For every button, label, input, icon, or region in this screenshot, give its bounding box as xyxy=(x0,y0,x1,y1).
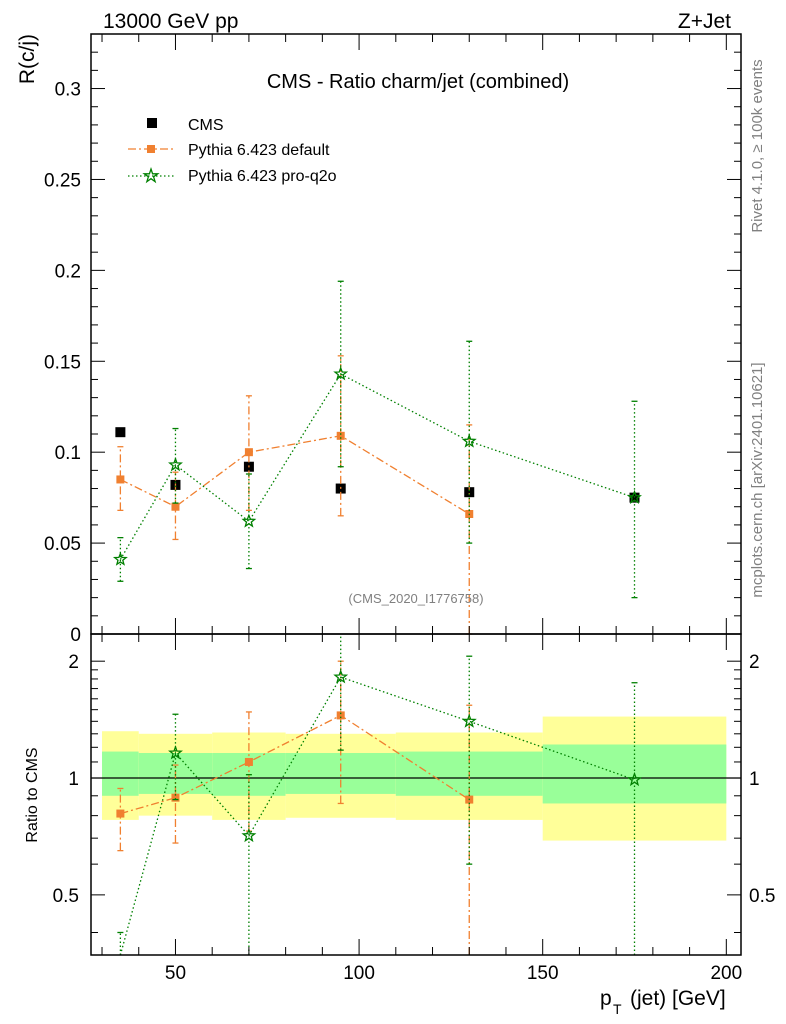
rivet-version-text: Rivet 4.1.0, ≥ 100k events xyxy=(749,59,766,232)
xtick-label: 100 xyxy=(343,963,375,984)
legend-marker-cms xyxy=(147,118,157,128)
point-proq2o xyxy=(241,513,257,528)
ratio-point-proq2o xyxy=(627,771,642,787)
point-proq2o xyxy=(627,489,642,504)
legend-marker-default xyxy=(147,145,155,153)
ratio-point-proq2o xyxy=(241,827,257,843)
ratio-point-default xyxy=(171,793,180,802)
ratio-ytick-label: 2 xyxy=(68,652,79,673)
mcplots-text: mcplots.cern.ch [arXiv:2401.10621] xyxy=(749,362,766,597)
legend-marker-proq2o xyxy=(142,166,160,184)
svg-text:(jet) [GeV]: (jet) [GeV] xyxy=(630,987,726,1010)
legend-label-proq2o: Pythia 6.423 pro-q2o xyxy=(188,168,337,185)
ratio-point-proq2o xyxy=(333,669,349,684)
ratio-point-default xyxy=(336,711,345,720)
main-ytick-label: 0 xyxy=(70,625,81,646)
point-cms xyxy=(115,427,126,438)
line-proq2o xyxy=(119,373,635,560)
ratio-bands-layer xyxy=(91,716,741,841)
svg-text:p: p xyxy=(600,987,612,1010)
main-ytick-label: 0.05 xyxy=(44,534,81,555)
series-proq2o xyxy=(112,280,642,599)
ratio-ytick-label-right: 0.5 xyxy=(749,886,775,907)
watermark-label: (CMS_2020_I1776758) xyxy=(348,591,483,606)
header-right: Z+Jet xyxy=(678,10,731,33)
xtick-label: 150 xyxy=(527,963,559,984)
main-axis-ticks: 0 0.05 0.1 0.15 0.2 0.25 0.3 xyxy=(44,34,741,646)
main-ytick-label: 0.25 xyxy=(44,170,81,191)
y-axis-label-main: R(c/j) xyxy=(16,34,39,84)
ratio-line-proq2o xyxy=(119,676,635,956)
main-ytick-label: 0.1 xyxy=(55,443,81,464)
point-default xyxy=(336,431,345,440)
legend-label-cms: CMS xyxy=(188,117,224,134)
xtick-label: 50 xyxy=(165,963,186,984)
point-default xyxy=(244,448,253,457)
header-left: 13000 GeV pp xyxy=(103,10,238,33)
ratio-line-default xyxy=(120,714,470,815)
main-ytick-label: 0.3 xyxy=(55,80,81,101)
legend-label-default: Pythia 6.423 default xyxy=(188,142,330,159)
ratio-point-proq2o xyxy=(168,745,183,760)
ratio-point-default xyxy=(244,757,253,766)
ratio-point-default xyxy=(116,809,125,818)
point-default xyxy=(171,502,180,511)
point-proq2o xyxy=(112,551,128,566)
ratio-series-proq2o xyxy=(117,634,642,956)
ratio-ytick-label: 1 xyxy=(68,769,79,790)
point-proq2o xyxy=(461,433,477,448)
ratio-ytick-label: 0.5 xyxy=(53,886,79,907)
ratio-series-layer xyxy=(116,634,642,956)
ratio-frame xyxy=(90,633,742,956)
svg-text:T: T xyxy=(613,1001,622,1017)
point-default xyxy=(116,475,125,484)
x-axis-label: p T (jet) [GeV] xyxy=(600,987,726,1017)
main-ytick-label: 0.15 xyxy=(44,352,81,373)
main-ytick-label: 0.2 xyxy=(55,261,81,282)
ratio-ytick-label-right: 1 xyxy=(749,769,760,790)
legend: CMS Pythia 6.423 default Pythia 6.423 pr… xyxy=(128,117,337,185)
main-series-layer xyxy=(112,280,642,635)
point-proq2o xyxy=(333,366,349,381)
y-axis-label-ratio: Ratio to CMS xyxy=(24,747,41,842)
chart-title: CMS - Ratio charm/jet (combined) xyxy=(267,71,569,93)
ratio-ytick-label-right: 2 xyxy=(749,652,760,673)
point-proq2o xyxy=(168,456,183,472)
ratio-axis-ticks: 0.5 0.5 1 1 2 2 50 100 150 200 xyxy=(53,634,775,984)
series-cms xyxy=(115,427,640,503)
xtick-label: 200 xyxy=(710,963,742,984)
band-inner xyxy=(102,751,139,796)
ratio-point-proq2o xyxy=(461,713,477,728)
point-cms xyxy=(464,487,475,498)
